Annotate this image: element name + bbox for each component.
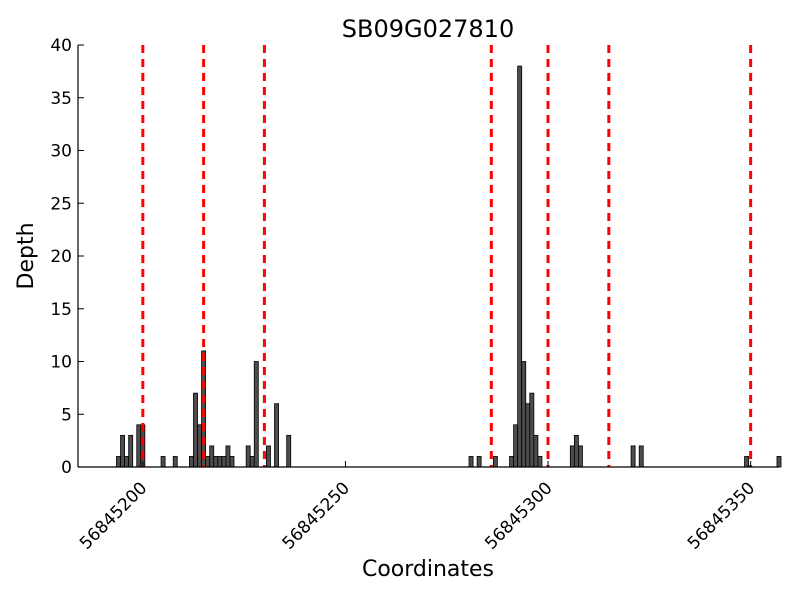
- y-ticks-group: 0 5 10 15 20 25 30 35 40: [50, 36, 84, 478]
- bar: [513, 424, 519, 468]
- bar: [266, 445, 271, 468]
- x-axis-label: Coordinates: [362, 557, 494, 582]
- bar: [140, 424, 146, 468]
- bar: [120, 434, 126, 468]
- axes-group: [77, 45, 779, 468]
- x-tick-label: 56845350: [684, 478, 759, 553]
- y-tick-label: 40: [50, 36, 72, 56]
- x-ticks-group: 56845200 56845250 56845300 56845350: [76, 461, 759, 554]
- y-tick-label: 5: [61, 405, 72, 425]
- bar: [124, 456, 130, 468]
- bar: [517, 65, 523, 468]
- bar: [193, 392, 198, 468]
- bar: [189, 456, 194, 468]
- y-tick-label: 15: [50, 300, 72, 320]
- markers-group: [141, 45, 753, 467]
- bar: [128, 434, 134, 468]
- bar: [245, 445, 251, 468]
- bar: [209, 445, 215, 468]
- y-tick-label: 30: [50, 142, 72, 162]
- bar: [776, 456, 782, 468]
- y-axis-label: Depth: [14, 222, 39, 289]
- bar: [253, 361, 259, 468]
- bar: [249, 456, 255, 468]
- chart-title: SB09G027810: [342, 15, 514, 43]
- bar: [213, 456, 219, 468]
- bar: [205, 456, 211, 468]
- x-tick-label: 56845250: [279, 478, 354, 553]
- bar: [509, 456, 514, 468]
- y-tick-label: 25: [50, 194, 72, 214]
- x-tick-label: 56845300: [481, 478, 556, 553]
- bar: [116, 456, 121, 468]
- bar: [221, 456, 227, 468]
- bar: [569, 445, 575, 468]
- bar: [492, 456, 498, 468]
- bar: [274, 403, 279, 468]
- bar: [525, 403, 531, 468]
- bar: [229, 456, 235, 468]
- bar: [160, 456, 166, 468]
- bar: [578, 445, 583, 468]
- bar: [529, 392, 535, 468]
- bars-group: [116, 65, 782, 468]
- bar: [468, 456, 474, 468]
- bar: [537, 456, 543, 468]
- bar: [573, 434, 579, 468]
- y-tick-label: 20: [50, 247, 72, 267]
- y-tick-label: 35: [50, 89, 72, 109]
- bar: [172, 456, 178, 468]
- y-tick-label: 10: [50, 353, 72, 373]
- bar: [521, 361, 527, 468]
- bar: [476, 456, 482, 468]
- y-tick-label: 0: [61, 458, 72, 478]
- x-tick-label: 56845200: [76, 478, 151, 553]
- bar: [136, 424, 142, 468]
- bar: [286, 434, 292, 468]
- bar: [225, 445, 231, 468]
- bar: [744, 456, 750, 468]
- bar: [533, 434, 539, 468]
- bar: [197, 424, 202, 468]
- bar: [630, 445, 636, 468]
- bar: [217, 456, 223, 468]
- bar: [638, 445, 644, 468]
